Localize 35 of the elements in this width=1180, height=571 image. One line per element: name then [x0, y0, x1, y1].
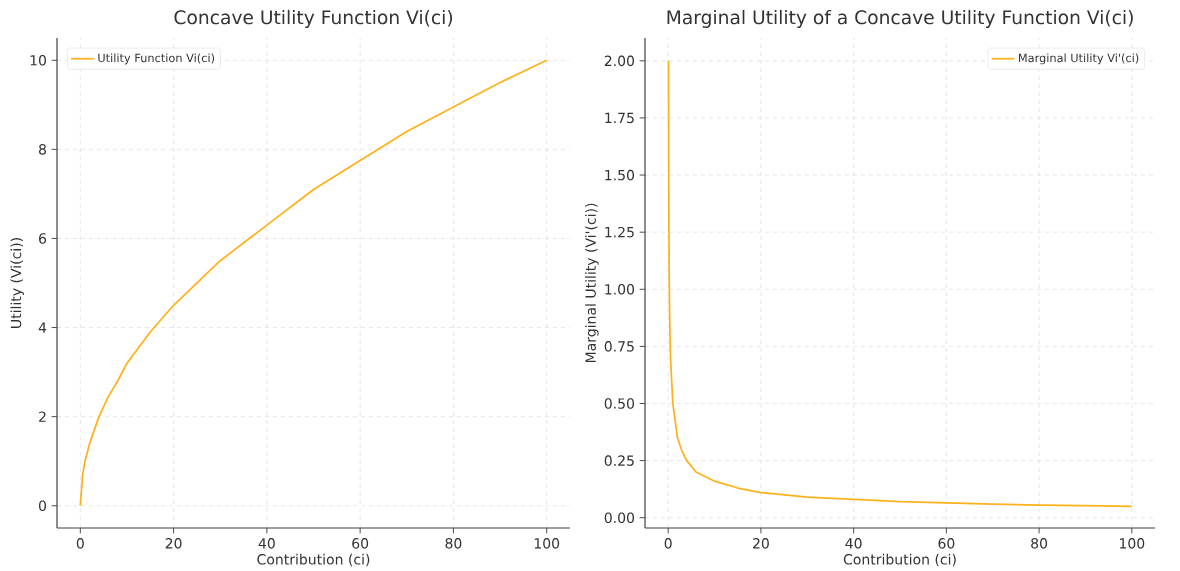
x-tick-label: 20 [753, 538, 769, 549]
x-tick-label: 80 [1031, 538, 1048, 549]
chart-title: Concave Utility Function Vi(ci) [174, 10, 453, 29]
x-tick-label: 0 [76, 538, 84, 549]
y-tick-label: 2.00 [604, 55, 635, 67]
legend-label: Utility Function Vi(ci) [98, 53, 215, 65]
y-tick-label: 1.00 [605, 284, 635, 295]
y-tick-label: 4 [38, 322, 47, 333]
y-tick-label: 0.75 [604, 341, 634, 352]
x-tick-label: 20 [165, 538, 182, 549]
x-tick-label: 80 [445, 538, 462, 549]
y-tick-label: 1.50 [605, 169, 635, 181]
y-tick-label: 0.25 [604, 455, 634, 467]
y-tick-label: 1.75 [605, 112, 634, 124]
chart-title: Marginal Utility of a Concave Utility Function Vi(ci) [667, 10, 1133, 29]
y-tick-label: 1.25 [605, 227, 634, 238]
x-tick-label: 40 [845, 538, 862, 549]
y-axis-title: Utility (Vi(ci)) [10, 238, 24, 329]
y-tick-label: 10 [30, 55, 47, 66]
y-tick-label: 0 [38, 500, 47, 512]
y-tick-label: 2 [39, 411, 46, 422]
x-tick-label: 100 [534, 538, 560, 549]
y-tick-label: 0.00 [604, 512, 635, 524]
x-tick-label: 40 [258, 538, 275, 549]
y-tick-label: 6 [39, 233, 47, 244]
x-tick-label: 60 [352, 538, 369, 549]
x-axis-title: Contribution (ci) [843, 553, 956, 567]
x-tick-label: 100 [1120, 538, 1145, 549]
y-tick-label: 0.50 [604, 398, 635, 409]
x-tick-label: 0 [664, 538, 672, 549]
y-tick-label: 8 [38, 144, 46, 155]
y-axis-title: Marginal Utility (Vi'(ci)) [585, 203, 599, 363]
legend-label: Marginal Utility Vi'(ci) [1018, 53, 1139, 65]
x-tick-label: 60 [938, 538, 955, 549]
x-axis-title: Contribution (ci) [257, 553, 370, 567]
